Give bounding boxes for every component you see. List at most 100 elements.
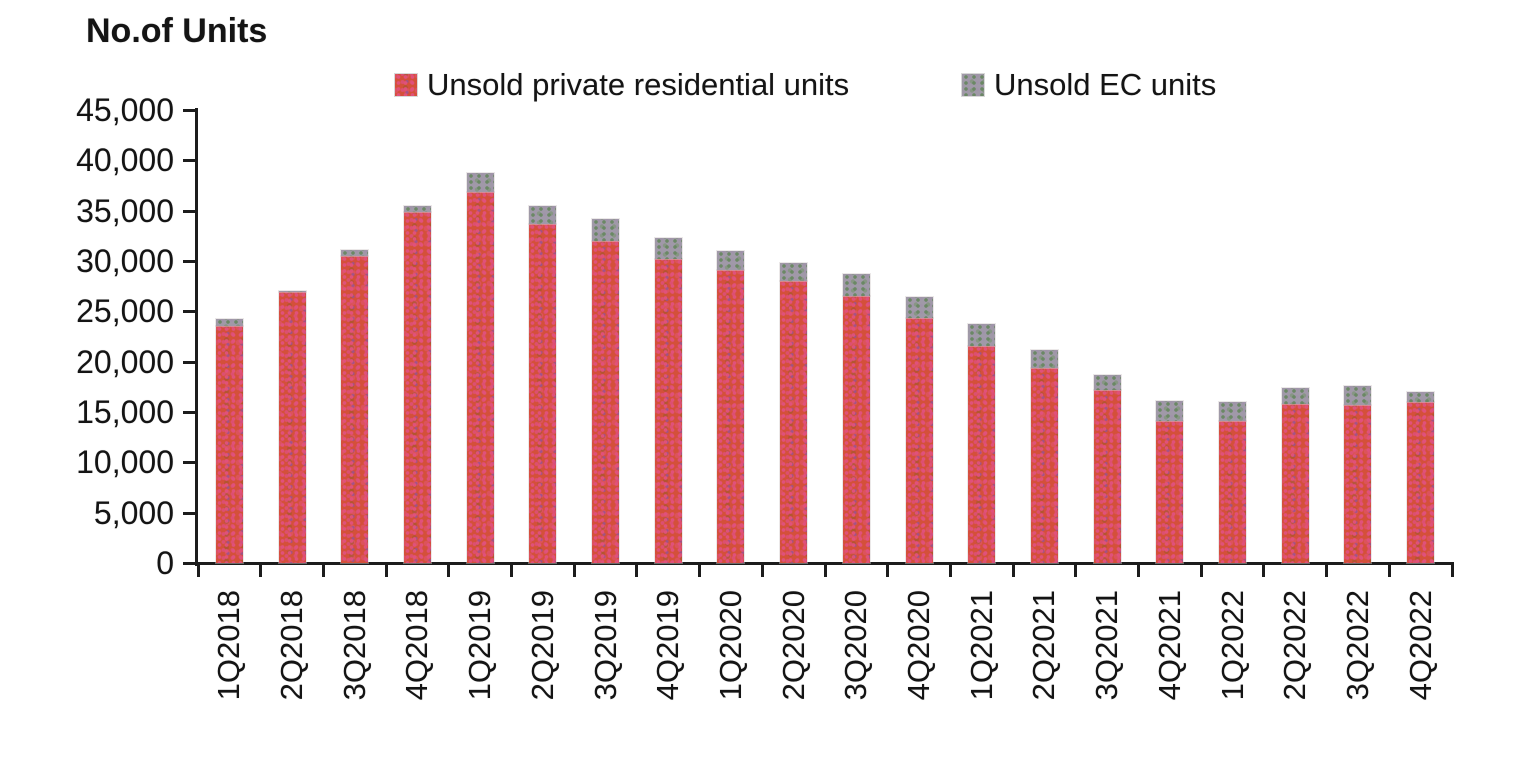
y-axis-tick [183, 209, 196, 213]
chart-title: No.of Units [86, 12, 268, 50]
bar-ec-4Q2019 [653, 236, 683, 261]
x-axis-tick [760, 563, 764, 577]
y-axis-tick-label: 45,000 [76, 92, 174, 128]
x-axis-category-label: 3Q2022 [1339, 590, 1375, 701]
bar-ec-1Q2021 [967, 323, 997, 347]
legend-label-private: Unsold private residential units [427, 67, 850, 102]
bar-private-3Q2022 [1343, 404, 1373, 564]
bar-private-1Q2020 [716, 268, 746, 564]
x-axis-tick [1199, 563, 1203, 577]
bar-ec-3Q2018 [340, 248, 370, 258]
bar-ec-4Q2021 [1155, 399, 1185, 422]
bar-private-4Q2022 [1406, 400, 1436, 564]
y-axis-tick-label: 10,000 [76, 444, 174, 481]
bar-ec-1Q2019 [465, 172, 495, 194]
x-axis-tick [447, 563, 451, 577]
x-axis-tick [196, 563, 200, 577]
bar-ec-3Q2022 [1343, 385, 1373, 407]
legend-label-ec: Unsold EC units [994, 67, 1217, 102]
y-axis-tick-label: 40,000 [76, 142, 174, 179]
x-axis-category-label: 2Q2021 [1026, 590, 1062, 701]
bar-private-2Q2020 [779, 280, 809, 564]
bar-ec-3Q2020 [841, 272, 871, 298]
y-axis-tick [183, 310, 196, 314]
y-axis-tick-label: 5,000 [93, 494, 174, 531]
x-axis-tick [1074, 563, 1078, 577]
x-axis-tick [823, 563, 827, 577]
y-axis-tick [183, 109, 196, 112]
bar-ec-2Q2022 [1280, 386, 1310, 405]
x-axis-tick [698, 563, 702, 577]
y-axis-tick [183, 260, 196, 263]
y-axis-tick-label: 25,000 [76, 293, 174, 330]
legend-item-ec: Unsold EC units [961, 67, 1217, 102]
x-axis-tick [510, 563, 513, 577]
bar-private-2Q2019 [528, 223, 558, 564]
x-axis-tick [321, 563, 325, 577]
x-axis-category-label: 4Q2019 [650, 590, 686, 701]
bar-private-1Q2018 [214, 325, 244, 564]
y-axis-tick-label: 20,000 [76, 343, 174, 380]
x-axis-category-label: 4Q2022 [1402, 590, 1438, 701]
x-axis-tick [384, 563, 388, 577]
y-axis-tick-label: 0 [156, 545, 174, 581]
bar-private-1Q2022 [1218, 420, 1248, 564]
bar-ec-4Q2020 [904, 296, 934, 320]
legend-item-private: Unsold private residential units [394, 67, 850, 102]
bar-ec-1Q2020 [716, 250, 746, 271]
x-axis-category-label: 2Q2018 [274, 590, 310, 701]
bar-private-2Q2021 [1029, 366, 1059, 564]
bar-ec-1Q2018 [214, 318, 244, 328]
bar-private-3Q2021 [1092, 389, 1122, 564]
bar-ec-1Q2022 [1218, 401, 1248, 423]
y-axis-tick [183, 159, 196, 163]
x-axis-tick [572, 563, 576, 577]
x-axis-category-label: 1Q2019 [462, 590, 498, 701]
x-axis-tick [1137, 563, 1140, 577]
x-axis-category-label: 1Q2020 [712, 590, 748, 701]
bar-private-4Q2019 [653, 258, 683, 564]
bar-private-2Q2022 [1280, 402, 1310, 564]
bar-ec-2Q2021 [1029, 348, 1059, 369]
x-axis-tick [259, 563, 263, 577]
x-axis-category-label: 1Q2022 [1214, 590, 1250, 701]
legend-marker-ec-icon [961, 73, 985, 97]
bar-private-3Q2018 [340, 255, 370, 564]
x-axis-category-label: 1Q2018 [211, 590, 247, 701]
bar-private-4Q2021 [1155, 419, 1185, 564]
y-axis-line [195, 108, 198, 566]
bar-ec-4Q2022 [1406, 390, 1436, 403]
x-axis-tick [1387, 563, 1391, 577]
x-axis-tick [886, 563, 890, 577]
x-axis-tick [1011, 563, 1015, 577]
y-axis-tick [183, 562, 196, 565]
bar-private-4Q2020 [904, 317, 934, 564]
bar-private-2Q2018 [277, 290, 307, 564]
x-axis-category-label: 2Q2022 [1277, 590, 1313, 701]
y-axis-tick-label: 15,000 [76, 394, 174, 430]
x-axis-category-label: 2Q2020 [775, 590, 811, 701]
y-axis-tick-label: 30,000 [76, 243, 174, 279]
x-axis-category-label: 1Q2021 [963, 590, 999, 701]
x-axis-category-label: 4Q2018 [399, 590, 435, 701]
x-axis-category-label: 2Q2019 [524, 590, 560, 701]
x-axis-category-label: 3Q2021 [1089, 590, 1125, 701]
x-axis-tick [948, 563, 952, 577]
x-axis-tick [1325, 563, 1329, 577]
x-axis-category-label: 3Q2019 [587, 590, 623, 701]
x-axis-tick [635, 563, 639, 577]
y-axis-tick [183, 511, 196, 515]
bar-private-3Q2020 [841, 295, 871, 564]
y-axis-tick [183, 411, 196, 414]
bar-ec-2Q2019 [528, 204, 558, 226]
bar-private-4Q2018 [402, 211, 432, 564]
x-axis-category-label: 3Q2020 [838, 590, 874, 701]
bar-private-1Q2021 [967, 344, 997, 564]
x-axis-category-label: 4Q2020 [901, 590, 937, 701]
bar-ec-2Q2018 [277, 289, 307, 293]
legend-marker-private-icon [394, 73, 418, 97]
bar-ec-2Q2020 [779, 261, 809, 283]
y-axis-tick [183, 461, 196, 465]
x-axis-tick [1262, 563, 1266, 577]
